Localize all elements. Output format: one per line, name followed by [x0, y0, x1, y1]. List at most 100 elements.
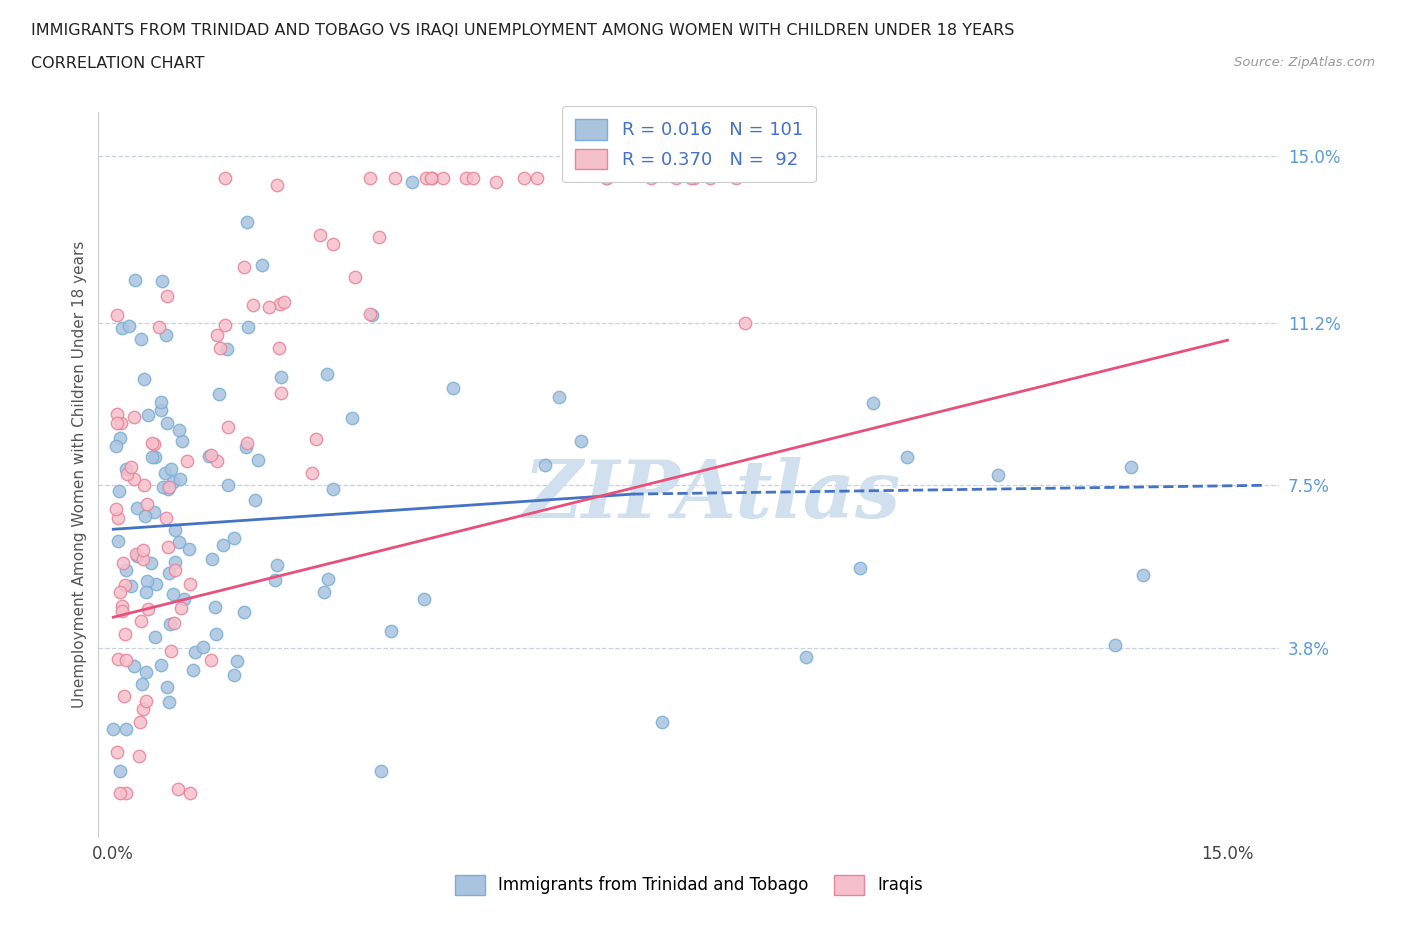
Point [176, 454, 198, 469]
Point [419, 170, 441, 185]
Point [105, 308, 128, 323]
Point [316, 571, 339, 586]
Point [159, 565, 181, 580]
Point [512, 170, 534, 185]
Point [485, 175, 508, 190]
Point [533, 458, 555, 472]
Point [264, 572, 287, 587]
Point [214, 170, 236, 185]
Point [270, 369, 292, 384]
Point [115, 466, 138, 481]
Point [415, 170, 437, 185]
Point [132, 372, 155, 387]
Point [235, 440, 257, 455]
Point [236, 435, 259, 450]
Point [114, 563, 136, 578]
Point [207, 454, 229, 469]
Point [243, 492, 266, 507]
Point [862, 395, 884, 410]
Point [270, 386, 292, 401]
Point [156, 680, 179, 695]
Point [651, 714, 673, 729]
Point [184, 644, 207, 659]
Point [232, 259, 254, 274]
Point [896, 449, 918, 464]
Point [222, 668, 245, 683]
Point [115, 721, 138, 736]
Point [595, 170, 617, 185]
Point [169, 472, 191, 487]
Point [215, 341, 238, 356]
Point [179, 786, 201, 801]
Point [127, 549, 149, 564]
Point [139, 555, 162, 570]
Point [242, 298, 264, 312]
Point [120, 578, 142, 593]
Point [107, 511, 129, 525]
Point [273, 295, 295, 310]
Point [163, 523, 186, 538]
Point [153, 465, 176, 480]
Point [163, 616, 186, 631]
Point [204, 627, 226, 642]
Point [114, 626, 136, 641]
Point [128, 749, 150, 764]
Point [173, 591, 195, 606]
Point [179, 577, 201, 591]
Point [135, 664, 157, 679]
Point [569, 434, 592, 449]
Point [157, 482, 180, 497]
Point [169, 423, 191, 438]
Point [157, 539, 180, 554]
Point [160, 644, 183, 658]
Point [145, 577, 167, 591]
Point [214, 317, 236, 332]
Point [107, 533, 129, 548]
Point [238, 320, 260, 335]
Point [118, 318, 141, 333]
Point [150, 658, 173, 672]
Point [848, 560, 870, 575]
Point [208, 386, 231, 401]
Point [142, 436, 165, 451]
Point [217, 419, 239, 434]
Point [226, 654, 249, 669]
Point [110, 585, 132, 600]
Point [108, 431, 131, 445]
Point [640, 170, 662, 185]
Point [135, 693, 157, 708]
Point [132, 702, 155, 717]
Point [359, 306, 381, 321]
Point [128, 714, 150, 729]
Point [665, 170, 688, 185]
Point [157, 480, 180, 495]
Point [104, 502, 127, 517]
Point [257, 299, 280, 314]
Point [159, 617, 181, 631]
Point [359, 170, 381, 185]
Point [266, 178, 288, 193]
Point [191, 640, 214, 655]
Point [124, 546, 146, 561]
Point [548, 390, 571, 405]
Point [172, 434, 194, 449]
Point [367, 230, 389, 245]
Point [456, 170, 478, 185]
Y-axis label: Unemployment Among Women with Children Under 18 years: Unemployment Among Women with Children U… [72, 241, 87, 708]
Point [142, 504, 165, 519]
Point [166, 781, 188, 796]
Point [110, 604, 132, 618]
Point [132, 478, 155, 493]
Point [596, 170, 619, 185]
Point [110, 764, 132, 778]
Point [420, 170, 443, 185]
Point [149, 402, 172, 417]
Point [132, 542, 155, 557]
Point [131, 677, 153, 692]
Point [155, 512, 177, 526]
Point [170, 601, 193, 616]
Point [724, 170, 747, 185]
Point [165, 555, 187, 570]
Point [152, 479, 174, 494]
Point [461, 170, 484, 185]
